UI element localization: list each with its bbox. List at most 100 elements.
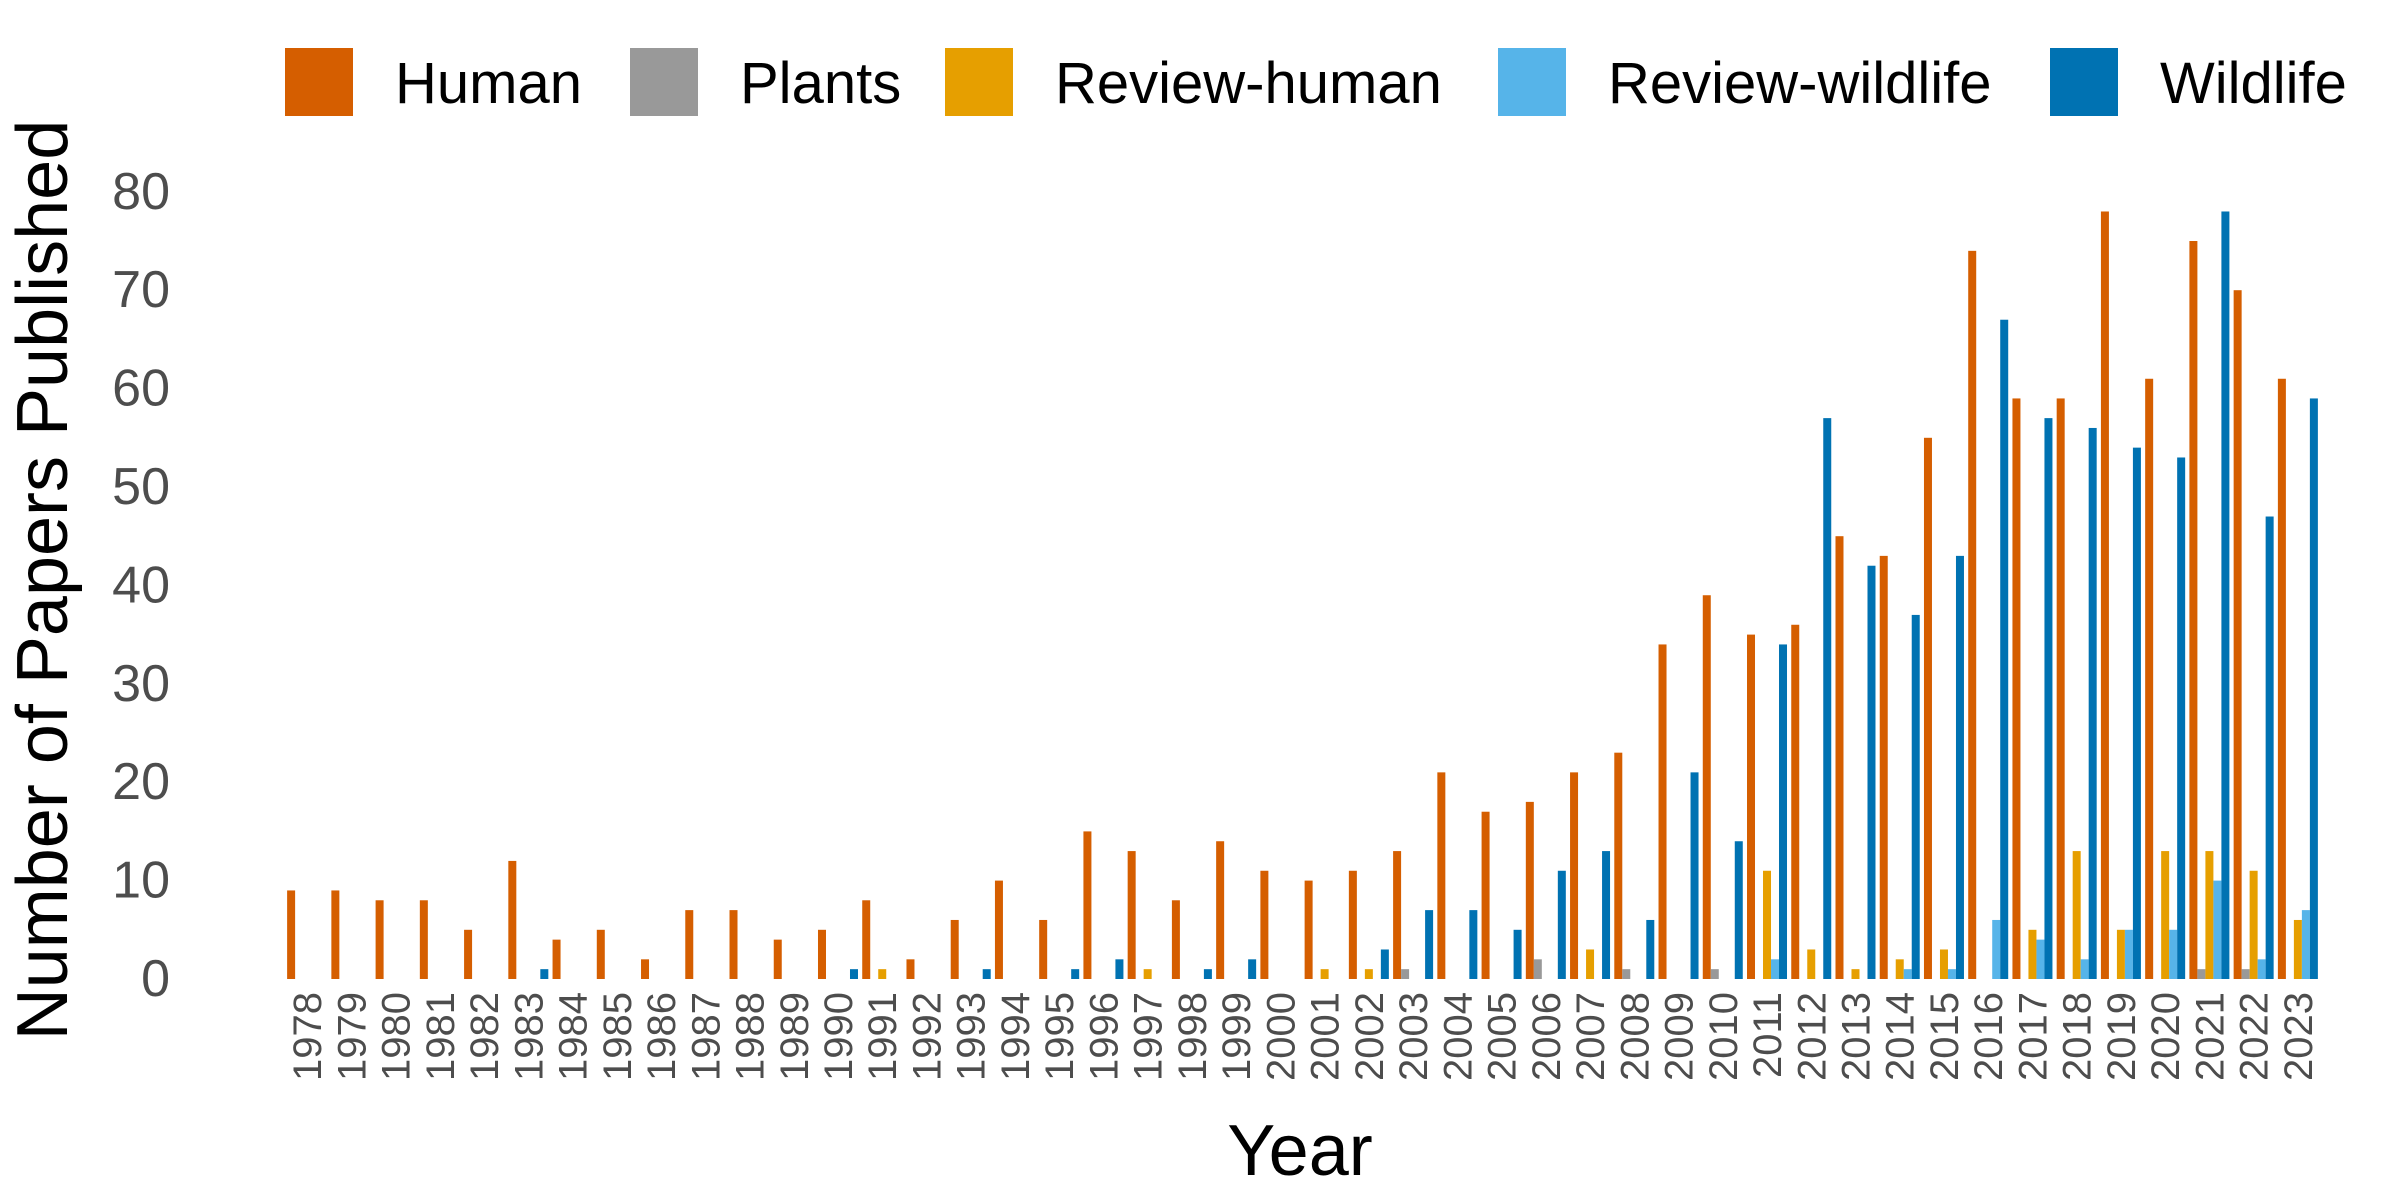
bar-human-1982 (464, 929, 473, 979)
bar-human-2006 (1525, 801, 1534, 979)
bar-wildlife-2023 (2309, 398, 2318, 979)
bar-review-wildlife-2016 (1992, 919, 2001, 979)
x-tick-label: 2020 (2144, 992, 2188, 1081)
x-tick-label: 1979 (330, 992, 374, 1081)
x-tick-label: 1999 (1215, 992, 1259, 1081)
bar-review-human-2015 (1939, 949, 1948, 979)
x-tick-label: 2017 (2011, 992, 2055, 1081)
bar-wildlife-2010 (1734, 841, 1743, 979)
bar-wildlife-2006 (1557, 870, 1566, 979)
bar-review-human-2023 (2293, 919, 2302, 979)
bar-human-1999 (1216, 841, 1225, 979)
y-axis-ticks: 0 10 20 30 40 50 60 70 80 (112, 163, 170, 1008)
x-tick-label: 1986 (640, 992, 684, 1081)
x-tick-label: 1987 (684, 992, 728, 1081)
bar-plants-2021 (2197, 969, 2206, 979)
bar-human-1990 (817, 929, 826, 979)
bar-wildlife-2014 (1911, 614, 1920, 979)
x-tick-label: 1980 (375, 992, 419, 1081)
legend-item-human: Human (285, 48, 582, 116)
x-tick-label: 2016 (1967, 992, 2011, 1081)
y-axis-title: Number of Papers Published (3, 120, 83, 1041)
x-tick-label: 1998 (1171, 992, 1215, 1081)
bar-human-2010 (1702, 595, 1711, 979)
x-tick-label: 1993 (950, 992, 994, 1081)
bar-review-wildlife-2014 (1903, 969, 1912, 979)
legend-item-review-wildlife: Review-wildlife (1498, 48, 1992, 116)
bar-wildlife-1995 (1071, 969, 1080, 979)
bar-human-2014 (1879, 555, 1888, 979)
x-tick-label: 1990 (817, 992, 861, 1081)
x-tick-label: 2015 (1923, 992, 1967, 1081)
bar-human-2008 (1614, 752, 1623, 979)
bar-wildlife-2005 (1513, 929, 1522, 979)
x-tick-label: 2023 (2277, 992, 2321, 1081)
bar-human-1983 (508, 860, 517, 979)
bar-wildlife-2008 (1646, 919, 1655, 979)
bar-review-wildlife-2018 (2080, 959, 2089, 979)
x-tick-label: 2003 (1392, 992, 1436, 1081)
bar-wildlife-1999 (1248, 959, 1257, 979)
bar-human-1997 (1127, 851, 1136, 979)
x-tick-label: 2008 (1613, 992, 1657, 1081)
bar-human-2016 (1968, 250, 1977, 980)
x-tick-label: 1978 (286, 992, 330, 1081)
bar-human-1993 (950, 919, 959, 979)
bar-wildlife-2003 (1425, 910, 1434, 979)
legend-swatch (630, 48, 698, 116)
x-tick-label: 1992 (905, 992, 949, 1081)
bar-human-2020 (2145, 378, 2154, 979)
legend-label: Plants (740, 51, 901, 116)
bar-wildlife-2009 (1690, 772, 1699, 979)
x-tick-label: 2007 (1569, 992, 1613, 1081)
legend-item-wildlife: Wildlife (2050, 48, 2347, 116)
bar-wildlife-1990 (849, 969, 858, 979)
x-tick-label: 2014 (1879, 992, 1923, 1081)
bar-human-2001 (1304, 880, 1313, 979)
bar-review-human-2022 (2249, 870, 2258, 979)
legend-swatch (1498, 48, 1566, 116)
legend-item-plants: Plants (630, 48, 901, 116)
bar-human-1986 (641, 959, 650, 979)
legend-item-review-human: Review-human (945, 48, 1442, 116)
bar-human-2005 (1481, 811, 1490, 979)
x-tick-label: 1982 (463, 992, 507, 1081)
bar-human-1984 (552, 939, 561, 979)
bar-human-1988 (729, 910, 738, 979)
bar-wildlife-2015 (1955, 555, 1964, 979)
bar-plants-2003 (1401, 969, 1410, 979)
bar-human-1998 (1171, 900, 1180, 979)
x-tick-label: 1997 (1127, 992, 1171, 1081)
bar-human-2000 (1260, 870, 1269, 979)
legend-label: Wildlife (2160, 51, 2347, 116)
bar-review-human-2018 (2072, 851, 2081, 979)
y-tick-label: 80 (112, 163, 170, 221)
x-tick-label: 2013 (1834, 992, 1878, 1081)
legend-label: Review-wildlife (1608, 51, 1992, 116)
bar-wildlife-2004 (1469, 910, 1478, 979)
x-tick-label: 2010 (1702, 992, 1746, 1081)
bar-human-2022 (2233, 290, 2242, 979)
bar-wildlife-1993 (982, 969, 991, 979)
bar-plants-2008 (1622, 969, 1631, 979)
x-tick-label: 1985 (596, 992, 640, 1081)
x-tick-label: 2004 (1436, 992, 1480, 1081)
bar-review-human-2002 (1364, 969, 1373, 979)
x-tick-label: 1994 (994, 992, 1038, 1081)
legend-swatch (945, 48, 1013, 116)
bar-human-1978 (287, 890, 296, 979)
y-tick-label: 30 (112, 655, 170, 713)
bar-review-human-2013 (1851, 969, 1860, 979)
bar-review-human-1997 (1143, 969, 1152, 979)
legend-swatch (2050, 48, 2118, 116)
x-tick-label: 1988 (729, 992, 773, 1081)
legend-swatch (285, 48, 353, 116)
bar-human-2009 (1658, 644, 1667, 979)
bar-human-2003 (1393, 851, 1402, 979)
bar-human-1989 (773, 939, 782, 979)
bar-human-2004 (1437, 772, 1446, 979)
x-tick-label: 1983 (507, 992, 551, 1081)
bar-review-wildlife-2011 (1771, 959, 1780, 979)
bar-review-human-2011 (1763, 870, 1772, 979)
